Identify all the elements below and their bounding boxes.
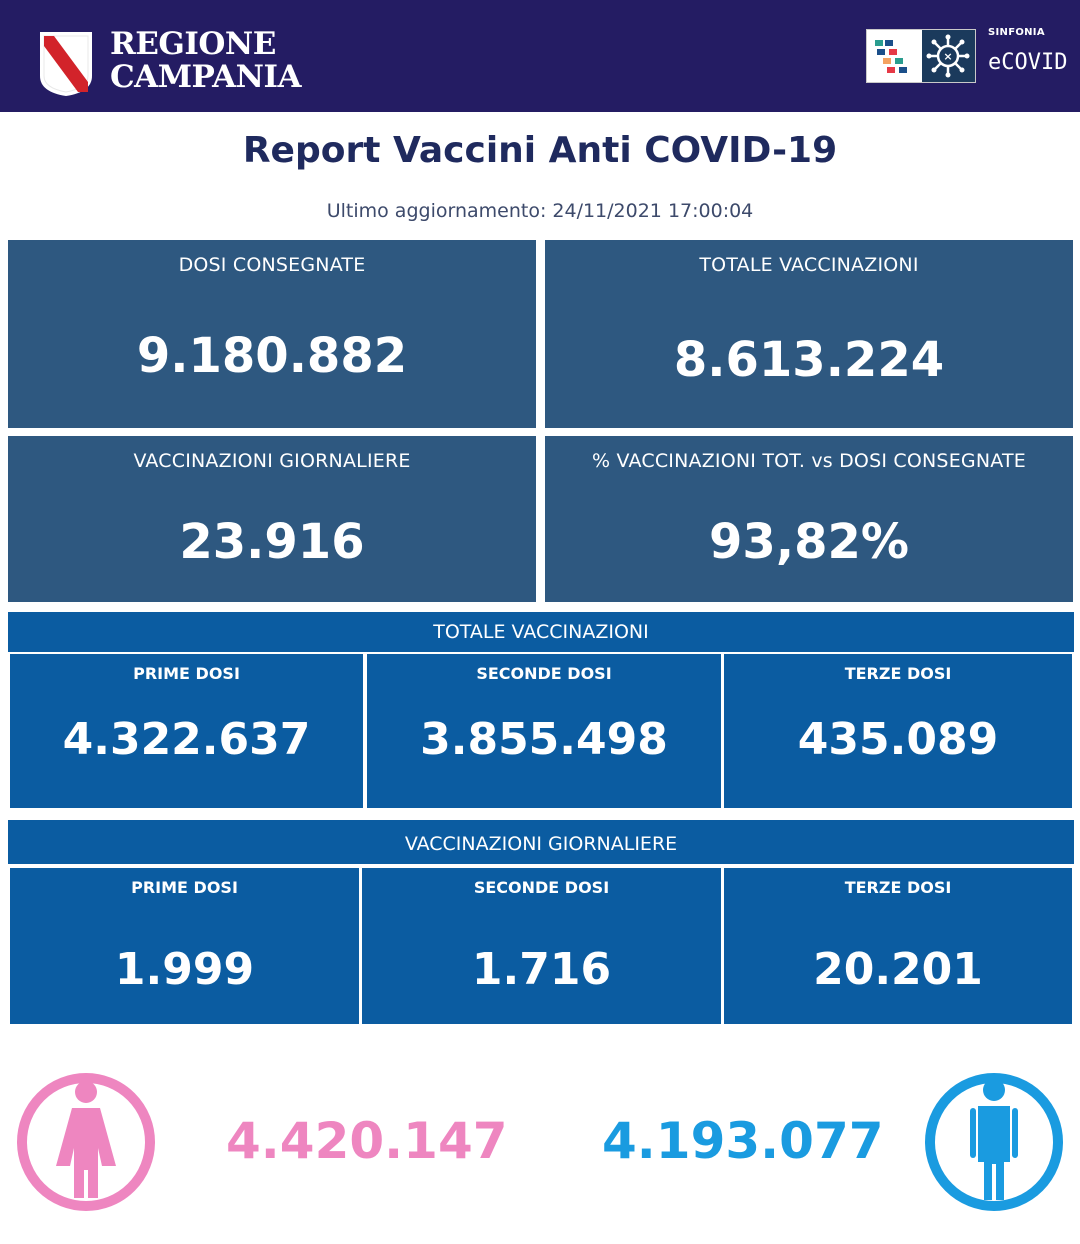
cell-value: 4.322.637 [62,714,311,765]
female-icon [17,1073,155,1211]
sinfonia-mosaic-icon [875,40,907,73]
cell-value: 435.089 [797,714,999,765]
kpi-vaccinazioni-giornaliere: VACCINAZIONI GIORNALIERE 23.916 [8,436,536,602]
ecovid-brand-text: SINFONIA eCOVID [988,27,1067,75]
ecovid-logo: × [866,29,976,83]
kpi-value: 8.613.224 [673,332,945,388]
region-logo-text: REGIONE CAMPANIA [110,26,302,95]
kpi-totale-vaccinazioni: TOTALE VACCINAZIONI 8.613.224 [545,240,1073,428]
cell-value: 1.999 [114,944,255,995]
section-title: TOTALE VACCINAZIONI [433,621,649,643]
totale-seconde-dosi: SECONDE DOSI 3.855.498 [367,654,721,808]
kpi-label: TOTALE VACCINAZIONI [699,254,919,276]
giornaliere-seconde-dosi: SECONDE DOSI 1.716 [362,868,721,1024]
giornaliere-prime-dosi: PRIME DOSI 1.999 [10,868,359,1024]
giornaliere-terze-dosi: TERZE DOSI 20.201 [724,868,1072,1024]
male-total: 4.193.077 [602,1112,884,1170]
region-line-1: REGIONE [110,26,276,62]
header-bar: REGIONE CAMPANIA [0,0,1080,112]
cell-label: TERZE DOSI [844,878,952,897]
region-line-2: CAMPANIA [110,59,302,95]
cell-value: 1.716 [471,944,612,995]
kpi-value: 23.916 [179,514,365,570]
virus-icon: × [922,30,975,82]
brand-large-text: eCOVID [988,50,1068,75]
cell-label: SECONDE DOSI [476,664,612,683]
female-total: 4.420.147 [226,1112,508,1170]
last-updated-text: Ultimo aggiornamento: 24/11/2021 17:00:0… [326,200,754,222]
region-shield-icon [40,32,92,96]
cell-label: TERZE DOSI [844,664,952,683]
kpi-value: 9.180.882 [136,328,408,384]
kpi-value: 93,82% [709,514,909,570]
kpi-label: % VACCINAZIONI TOT. vs DOSI CONSEGNATE [592,450,1026,472]
cell-value: 3.855.498 [420,714,668,765]
vaccinazioni-giornaliere-section: VACCINAZIONI GIORNALIERE [8,820,1074,864]
brand-small-text: SINFONIA [988,27,1045,38]
kpi-label: DOSI CONSEGNATE [178,254,366,276]
section-title: VACCINAZIONI GIORNALIERE [404,833,678,855]
cell-label: PRIME DOSI [131,878,238,897]
totale-prime-dosi: PRIME DOSI 4.322.637 [10,654,363,808]
kpi-percentuale: % VACCINAZIONI TOT. vs DOSI CONSEGNATE 9… [545,436,1073,602]
totale-terze-dosi: TERZE DOSI 435.089 [724,654,1072,808]
kpi-label: VACCINAZIONI GIORNALIERE [133,450,411,472]
kpi-dosi-consegnate: DOSI CONSEGNATE 9.180.882 [8,240,536,428]
male-icon [925,1073,1063,1211]
totale-vaccinazioni-section: TOTALE VACCINAZIONI [8,612,1074,652]
svg-text:×: × [943,50,952,63]
page-title: Report Vaccini Anti COVID-19 [242,130,838,171]
cell-label: SECONDE DOSI [473,878,610,897]
cell-label: PRIME DOSI [133,664,240,683]
cell-value: 20.201 [813,944,983,995]
